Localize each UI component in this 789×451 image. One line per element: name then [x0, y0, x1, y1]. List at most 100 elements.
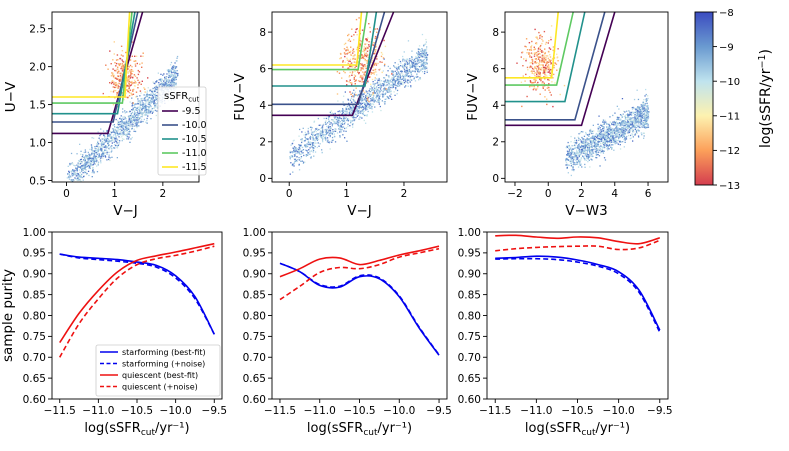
- data-point: [118, 64, 120, 66]
- data-point: [623, 133, 625, 135]
- data-point: [343, 130, 345, 132]
- data-point: [70, 187, 71, 188]
- data-point: [113, 147, 115, 149]
- data-point: [317, 135, 319, 137]
- data-point: [604, 131, 606, 133]
- data-point: [341, 119, 343, 121]
- data-point: [368, 90, 370, 92]
- data-point: [351, 84, 353, 86]
- data-point: [92, 164, 94, 166]
- data-point: [156, 105, 158, 108]
- data-point: [385, 85, 387, 87]
- data-point: [360, 40, 362, 42]
- data-point: [295, 159, 297, 162]
- data-point: [424, 43, 426, 45]
- data-point: [385, 81, 388, 84]
- data-point: [615, 136, 617, 138]
- data-point: [126, 129, 128, 132]
- data-point: [388, 75, 390, 77]
- data-point: [607, 134, 609, 136]
- data-point: [638, 117, 640, 119]
- data-point: [157, 84, 159, 86]
- data-point: [576, 161, 578, 163]
- data-point: [376, 78, 378, 80]
- data-point: [132, 89, 134, 91]
- data-point: [598, 135, 601, 137]
- data-point: [90, 163, 92, 165]
- data-point: [121, 59, 123, 61]
- data-point: [133, 110, 136, 112]
- data-point: [345, 49, 347, 51]
- data-point: [79, 180, 81, 182]
- data-point: [171, 66, 174, 68]
- data-point: [113, 74, 115, 77]
- data-point: [149, 90, 151, 92]
- data-point: [582, 131, 584, 133]
- data-point: [626, 123, 628, 125]
- data-point: [322, 129, 324, 131]
- data-point: [171, 79, 173, 81]
- data-point: [590, 150, 592, 152]
- data-point: [406, 67, 408, 69]
- data-point: [388, 90, 390, 92]
- data-point: [580, 157, 582, 159]
- data-point: [122, 67, 125, 69]
- data-point: [337, 119, 339, 121]
- data-point: [566, 158, 568, 161]
- data-point: [343, 95, 345, 97]
- data-point: [81, 176, 84, 179]
- data-point: [103, 155, 105, 157]
- data-point: [170, 69, 173, 71]
- data-point: [572, 148, 574, 150]
- data-point: [411, 59, 413, 61]
- data-point: [420, 59, 422, 62]
- data-point: [646, 112, 648, 114]
- data-point: [373, 69, 375, 71]
- data-point: [425, 52, 428, 54]
- data-point: [592, 140, 595, 142]
- data-point: [308, 132, 311, 134]
- data-point: [625, 114, 627, 116]
- data-point: [369, 95, 371, 97]
- data-point: [599, 147, 601, 150]
- data-point: [302, 149, 305, 151]
- data-point: [421, 55, 423, 58]
- data-point: [615, 126, 618, 128]
- data-point: [176, 57, 178, 59]
- data-point: [408, 62, 410, 64]
- data-point: [418, 79, 420, 81]
- data-point: [605, 134, 607, 137]
- data-point: [80, 175, 82, 177]
- data-point: [174, 67, 177, 69]
- data-point: [104, 152, 107, 154]
- data-point: [365, 105, 368, 107]
- data-point: [383, 77, 386, 79]
- data-point: [146, 122, 148, 124]
- data-point: [112, 76, 115, 78]
- data-point: [313, 131, 315, 133]
- data-point: [618, 123, 620, 125]
- data-point: [371, 87, 373, 89]
- data-point: [148, 111, 150, 113]
- data-point: [109, 50, 111, 52]
- data-point: [372, 89, 374, 91]
- data-point: [424, 70, 426, 73]
- data-point: [130, 72, 132, 74]
- data-point: [366, 108, 369, 110]
- data-point: [614, 128, 616, 130]
- data-point: [632, 124, 635, 126]
- data-point: [380, 80, 383, 82]
- data-point: [414, 65, 416, 68]
- data-point: [573, 156, 575, 158]
- data-point: [358, 30, 360, 32]
- data-point: [583, 142, 586, 144]
- data-point: [360, 99, 362, 101]
- data-point: [127, 72, 129, 74]
- data-point: [372, 69, 374, 71]
- data-point: [613, 149, 615, 151]
- data-point: [120, 45, 123, 47]
- data-point: [570, 135, 572, 138]
- data-point: [317, 142, 319, 144]
- data-point: [387, 97, 389, 99]
- data-point: [637, 107, 639, 110]
